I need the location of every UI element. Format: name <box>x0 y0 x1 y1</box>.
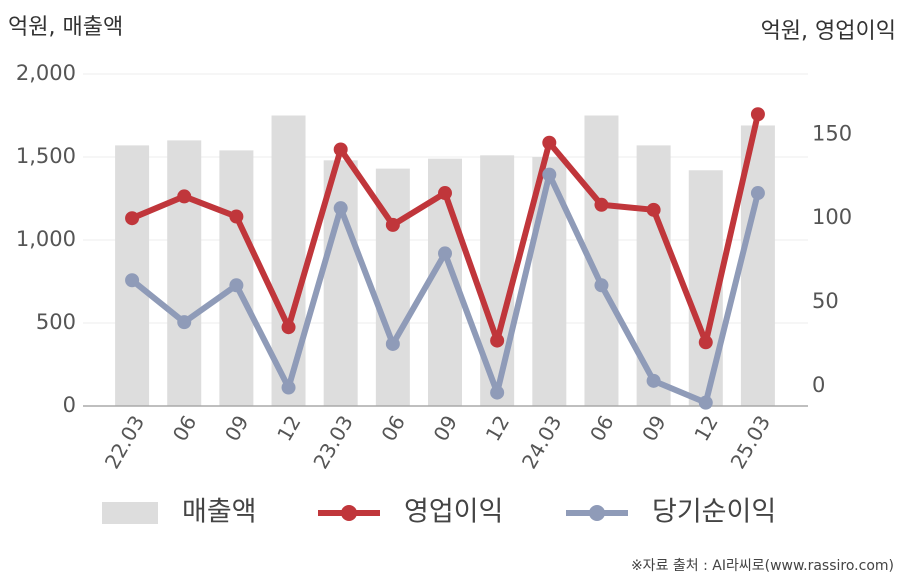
x-tick-label: 09 <box>429 411 463 445</box>
point <box>281 380 296 395</box>
y-axis-title: 억원, 매출액 <box>8 15 123 40</box>
y-tick-label: 1,500 <box>16 144 76 168</box>
y2-tick-label: 100 <box>812 205 852 229</box>
x-tick-label: 12 <box>481 411 515 445</box>
point <box>385 336 400 351</box>
y-tick-label: 2,000 <box>16 61 76 85</box>
y2-tick-label: 150 <box>812 121 852 145</box>
point <box>177 189 192 204</box>
x-tick-label: 23.03 <box>308 411 357 473</box>
y-tick-label: 0 <box>63 393 76 417</box>
point <box>698 335 713 350</box>
legend-marker <box>589 505 605 521</box>
point <box>750 186 765 201</box>
x-tick-label: 06 <box>376 411 410 445</box>
y2-axis-title: 억원, 영업이익 <box>761 19 896 44</box>
x-tick-label: 25.03 <box>726 411 775 473</box>
x-tick-label: 24.03 <box>517 411 566 473</box>
y-tick-label: 500 <box>36 310 76 334</box>
source-note: ※자료 출처 : AI라씨로(www.rassiro.com) <box>631 558 894 574</box>
point <box>750 107 765 122</box>
x-tick-label: 06 <box>168 411 202 445</box>
x-tick-label: 09 <box>220 411 254 445</box>
point <box>385 217 400 232</box>
point <box>229 209 244 224</box>
legend-label: 매출액 <box>182 497 257 528</box>
point <box>333 201 348 216</box>
point <box>125 273 140 288</box>
point <box>698 395 713 410</box>
point <box>229 278 244 293</box>
legend-marker <box>341 505 357 521</box>
x-tick-label: 12 <box>689 411 723 445</box>
x-tick-label: 09 <box>637 411 671 445</box>
point <box>646 202 661 217</box>
point <box>542 135 557 150</box>
point <box>490 333 505 348</box>
legend-label: 영업이익 <box>404 497 503 528</box>
bar <box>219 150 254 406</box>
x-tick-label: 12 <box>272 411 306 445</box>
point <box>438 246 452 261</box>
point <box>177 315 192 330</box>
point <box>125 211 140 226</box>
point <box>594 278 609 293</box>
y-tick-label: 1,000 <box>16 227 76 251</box>
y2-tick-label: 0 <box>812 373 825 397</box>
x-tick-label: 22.03 <box>100 411 149 473</box>
x-tick-label: 06 <box>585 411 619 445</box>
point <box>281 320 296 335</box>
point <box>438 186 452 201</box>
legend-swatch <box>102 502 158 524</box>
bar <box>167 140 202 406</box>
y2-tick-label: 50 <box>812 289 839 313</box>
point <box>333 142 348 157</box>
point <box>542 167 557 182</box>
bar <box>636 145 671 406</box>
legend-label: 당기순이익 <box>652 497 776 528</box>
point <box>490 385 505 400</box>
point <box>594 197 609 212</box>
point <box>646 373 661 388</box>
